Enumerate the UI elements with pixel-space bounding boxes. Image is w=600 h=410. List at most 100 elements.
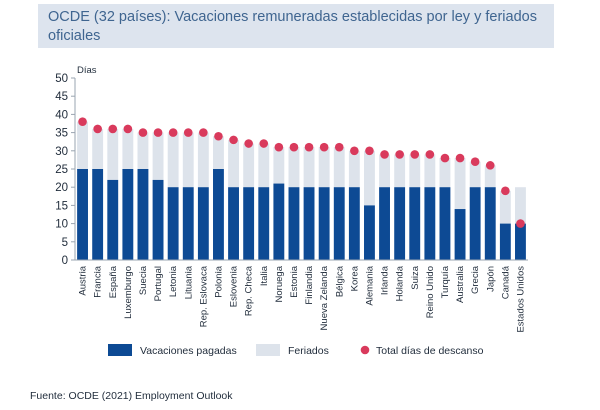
bar-segment-vacaciones-pagadas: [122, 169, 134, 260]
bar-segment-vacaciones-pagadas: [273, 183, 285, 260]
total-dot: [168, 128, 178, 137]
bar-segment-vacaciones-pagadas: [228, 187, 239, 260]
bar-segment-feriados: [258, 143, 270, 188]
y-tick-label: 25: [55, 164, 68, 176]
bar-segment-feriados: [228, 139, 239, 188]
y-tick-label: 5: [62, 237, 68, 249]
total-dot: [108, 124, 118, 134]
x-tick-label: Estonia: [289, 265, 300, 297]
bar-segment-vacaciones-pagadas: [394, 187, 406, 260]
bar-segment-feriados: [484, 165, 496, 188]
total-dot: [319, 142, 329, 152]
x-tick-label: Korea: [349, 265, 360, 291]
bar-segment-vacaciones-pagadas: [137, 169, 149, 260]
total-dot: [425, 150, 435, 159]
bar-segment-vacaciones-pagadas: [107, 179, 119, 260]
total-dot: [455, 153, 465, 163]
bar-segment-feriados: [137, 132, 149, 169]
total-dot: [93, 124, 102, 134]
x-tick-label: Letonia: [168, 265, 179, 297]
total-dot: [78, 117, 87, 126]
total-dot: [244, 139, 253, 148]
bar-segment-feriados: [379, 154, 390, 188]
bar-segment-vacaciones-pagadas: [469, 187, 481, 260]
x-tick-label: Rep. Checa: [244, 265, 255, 316]
bar-segment-vacaciones-pagadas: [439, 187, 451, 260]
x-tick-label: Bélgica: [334, 265, 345, 297]
bar-segment-feriados: [107, 128, 119, 180]
legend-swatch-vacaciones-pagadas: [108, 344, 132, 356]
bar-segment-vacaciones-pagadas: [484, 187, 496, 260]
total-dot: [259, 139, 269, 148]
x-tick-label: Francia: [93, 265, 104, 297]
x-tick-label: Eslovenia: [229, 265, 240, 307]
x-tick-label: Reino Unido: [425, 266, 436, 318]
bar-segment-feriados: [182, 132, 194, 188]
bar-segment-vacaciones-pagadas: [197, 187, 209, 260]
total-dot: [183, 128, 193, 137]
total-dot: [485, 161, 495, 170]
bar-segment-vacaciones-pagadas: [182, 187, 194, 260]
total-dot: [410, 150, 420, 159]
x-tick-label: Suecia: [138, 265, 149, 295]
bar-segment-feriados: [152, 132, 164, 180]
bar-segment-feriados: [92, 128, 104, 169]
bar-segment-feriados: [364, 150, 375, 206]
bar-segment-feriados: [213, 136, 224, 169]
bar-segment-vacaciones-pagadas: [258, 187, 270, 260]
y-tick-label: 50: [55, 73, 68, 85]
bar-segment-vacaciones-pagadas: [348, 187, 360, 260]
bar-segment-vacaciones-pagadas: [379, 187, 390, 260]
bar-segment-vacaciones-pagadas: [333, 187, 345, 260]
x-tick-label: Austria: [78, 265, 89, 295]
total-dot: [153, 128, 163, 137]
x-tick-label: Irlanda: [380, 265, 391, 295]
bar-segment-vacaciones-pagadas: [288, 187, 300, 260]
x-tick-label: Japón: [485, 266, 496, 292]
y-tick-label: 35: [55, 128, 68, 140]
legend-swatch-feriados: [256, 344, 280, 356]
bar-segment-feriados: [424, 154, 436, 188]
y-tick-label: 30: [55, 146, 68, 158]
total-dot: [380, 150, 389, 159]
bar-segment-vacaciones-pagadas: [454, 209, 466, 260]
total-dot: [501, 186, 510, 196]
legend-label-total: Total días de descanso: [376, 345, 484, 357]
bar-segment-feriados: [318, 147, 330, 188]
bar-segment-feriados: [469, 161, 481, 188]
total-dot: [350, 146, 359, 156]
y-tick-label: 45: [55, 91, 68, 103]
bar-segment-vacaciones-pagadas: [515, 223, 526, 260]
bar-segment-feriados: [394, 154, 406, 188]
total-dot: [516, 219, 525, 228]
bar-segment-feriados: [454, 158, 466, 210]
x-tick-label: Portugal: [153, 266, 164, 301]
bar-segment-feriados: [167, 132, 179, 188]
x-tick-label: Noruega: [274, 265, 285, 302]
x-tick-label: Finlandia: [304, 265, 315, 304]
x-tick-label: España: [108, 265, 119, 298]
x-tick-label: Polonia: [213, 265, 224, 297]
total-dot: [214, 131, 223, 141]
x-tick-label: Alemania: [364, 265, 375, 305]
total-dot: [395, 150, 404, 159]
x-tick-label: Luxemburgo: [123, 266, 134, 319]
bar-segment-feriados: [122, 128, 134, 169]
total-dot: [334, 142, 344, 152]
x-tick-label: Holanda: [395, 265, 406, 301]
total-dot: [470, 157, 480, 167]
bar-segment-vacaciones-pagadas: [409, 187, 421, 260]
chart-title: OCDE (32 países): Vacaciones remuneradas…: [48, 9, 537, 44]
bar-segment-vacaciones-pagadas: [243, 187, 255, 260]
x-tick-label: Turquía: [440, 265, 451, 298]
stacked-bar-chart: Días 0 5 10 15 20 25 30 35 40 45 50 Austria Francia Es…: [55, 65, 528, 357]
bar-segment-vacaciones-pagadas: [213, 169, 224, 260]
y-tick-label: 0: [62, 255, 68, 267]
x-tick-label: Rep. Eslovaca: [198, 265, 209, 327]
bar-segment-vacaciones-pagadas: [364, 205, 375, 260]
total-dot: [229, 135, 238, 145]
bar-segment-feriados: [273, 147, 285, 184]
legend-label-vacaciones-pagadas: Vacaciones pagadas: [140, 345, 237, 357]
y-tick-label: 20: [55, 182, 68, 194]
total-dot: [274, 142, 284, 152]
